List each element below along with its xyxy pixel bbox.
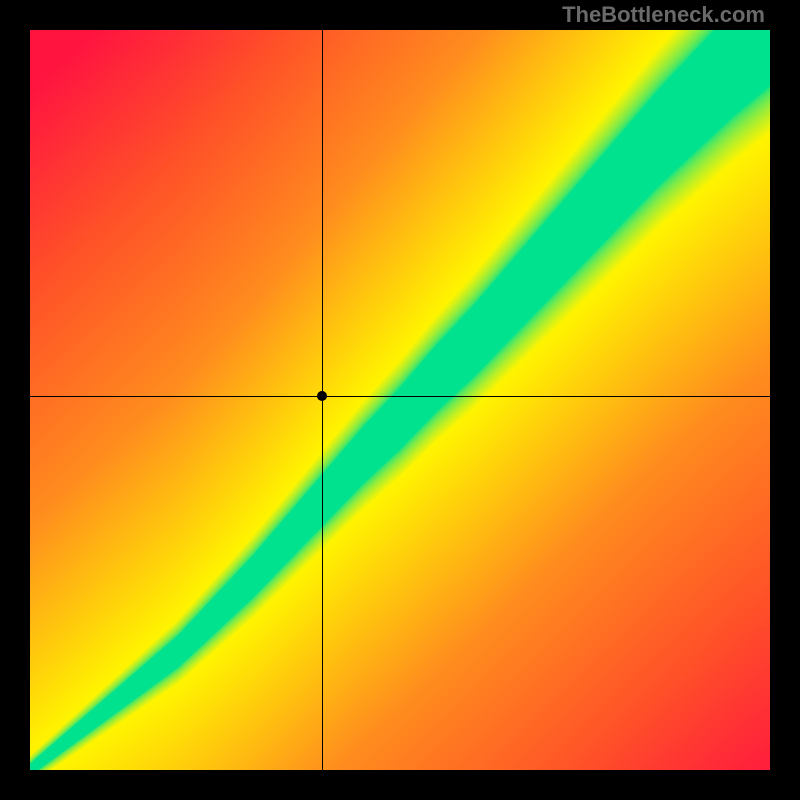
bottleneck-heatmap (30, 30, 770, 770)
chart-container: TheBottleneck.com (0, 0, 800, 800)
heatmap-wrap (30, 30, 770, 770)
watermark-text: TheBottleneck.com (562, 2, 765, 28)
